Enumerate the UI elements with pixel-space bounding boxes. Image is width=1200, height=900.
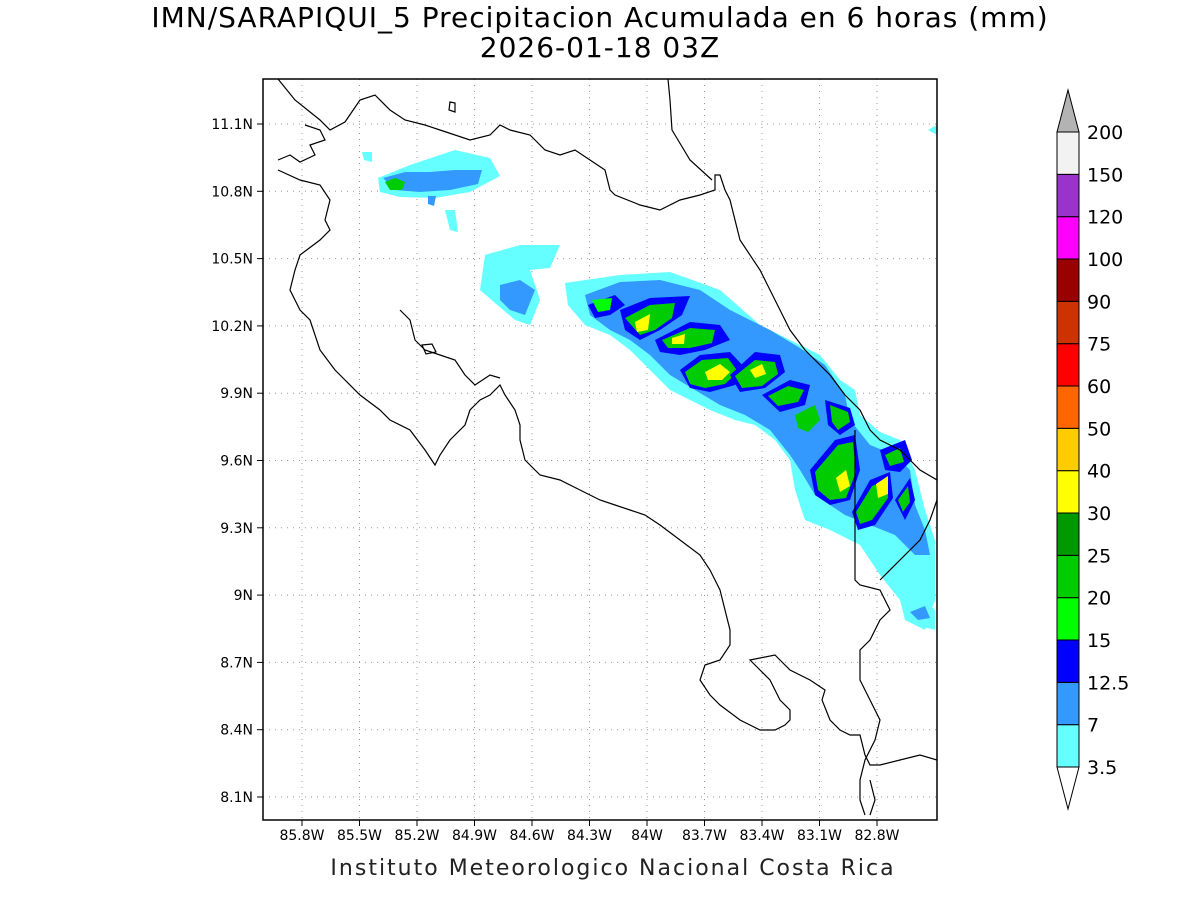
lon-tick-label: 85.2W xyxy=(394,828,439,844)
lat-tick-label: 9N xyxy=(234,588,253,604)
map-title: IMN/SARAPIQUI_5 Precipitacion Acumulada … xyxy=(151,1,1049,34)
lat-tick-label: 9.9N xyxy=(220,386,253,402)
lat-tick-label: 10.2N xyxy=(211,319,253,335)
lat-tick-label: 8.1N xyxy=(220,790,253,806)
rain-band-central xyxy=(480,125,937,630)
colorbar-label: 30 xyxy=(1087,503,1111,525)
colorbar-under-arrow xyxy=(1056,766,1080,811)
lat-tick-label: 9.6N xyxy=(220,454,253,470)
colorbar-swatch xyxy=(1056,216,1080,260)
colorbar-swatch xyxy=(1056,470,1080,514)
coastlines xyxy=(277,79,937,816)
lon-tick-label: 83.7W xyxy=(682,828,727,844)
lat-tick-label: 8.7N xyxy=(220,655,253,671)
colorbar-swatch xyxy=(1056,300,1080,345)
lon-tick-label: 83.1W xyxy=(797,828,842,844)
map-datetime: 2026-01-18 03Z xyxy=(479,31,721,64)
colorbar-swatch xyxy=(1056,343,1080,387)
colorbar-legend: 3.5 7 12.5 15 20 25 30 40 50 60 75 90 100 120 150 200 xyxy=(1056,88,1129,811)
lat-tick-label: 10.8N xyxy=(211,184,253,200)
lon-tick-label: 84.3W xyxy=(567,828,612,844)
colorbar-label: 25 xyxy=(1087,545,1111,567)
lat-tick-label: 11.1N xyxy=(211,117,253,133)
rain-cell-north xyxy=(362,150,500,232)
colorbar-label: 50 xyxy=(1087,418,1111,440)
colorbar-label: 20 xyxy=(1087,588,1111,610)
precipitation-field xyxy=(362,125,937,630)
colorbar-swatch xyxy=(1056,173,1080,218)
colorbar-swatch xyxy=(1056,724,1080,768)
lon-tick-label: 83.4W xyxy=(739,828,784,844)
colorbar-swatch xyxy=(1056,639,1080,683)
colorbar-label: 100 xyxy=(1087,249,1123,271)
lon-tick-label: 85.8W xyxy=(279,828,324,844)
colorbar-label: 40 xyxy=(1087,461,1111,483)
plot-frame xyxy=(262,78,938,821)
colorbar-label: 15 xyxy=(1087,630,1111,652)
lon-tick-label: 84.6W xyxy=(509,828,554,844)
colorbar-swatch xyxy=(1056,385,1080,429)
colorbar-swatch xyxy=(1056,131,1080,175)
colorbar-swatch xyxy=(1056,681,1080,726)
colorbar-swatch xyxy=(1056,258,1080,302)
colorbar-label: 7 xyxy=(1087,715,1099,737)
colorbar-swatch xyxy=(1056,512,1080,556)
colorbar-label: 120 xyxy=(1087,207,1123,229)
latitude-axis: 11.1N 10.8N 10.5N 10.2N 9.9N 9.6N 9.3N 9N 8.7N 8.… xyxy=(211,117,263,806)
lon-tick-label: 84W xyxy=(631,828,663,844)
map-plot-area xyxy=(263,79,937,820)
lon-tick-label: 82.8W xyxy=(854,828,899,844)
lat-tick-label: 10.5N xyxy=(211,252,253,268)
colorbar-over-arrow xyxy=(1056,88,1080,133)
institution-credit: Instituto Meteorologico Nacional Costa R… xyxy=(330,856,896,881)
colorbar-label: 150 xyxy=(1087,164,1123,186)
lat-tick-label: 9.3N xyxy=(220,521,253,537)
graticule xyxy=(263,79,937,820)
lat-tick-label: 8.4N xyxy=(220,723,253,739)
colorbar-label: 3.5 xyxy=(1087,757,1117,779)
lon-tick-label: 85.5W xyxy=(337,828,382,844)
colorbar-swatch xyxy=(1056,554,1080,599)
colorbar-label: 200 xyxy=(1087,122,1123,144)
colorbar-label: 90 xyxy=(1087,291,1111,313)
colorbar-swatch xyxy=(1056,597,1080,641)
colorbar-swatch xyxy=(1056,427,1080,472)
colorbar-label: 60 xyxy=(1087,376,1111,398)
colorbar-label: 12.5 xyxy=(1087,672,1129,694)
lon-tick-label: 84.9W xyxy=(452,828,497,844)
longitude-axis: 85.8W 85.5W 85.2W 84.9W 84.6W 84.3W 84W 83.7W 83… xyxy=(279,820,900,844)
colorbar-label: 75 xyxy=(1087,334,1111,356)
